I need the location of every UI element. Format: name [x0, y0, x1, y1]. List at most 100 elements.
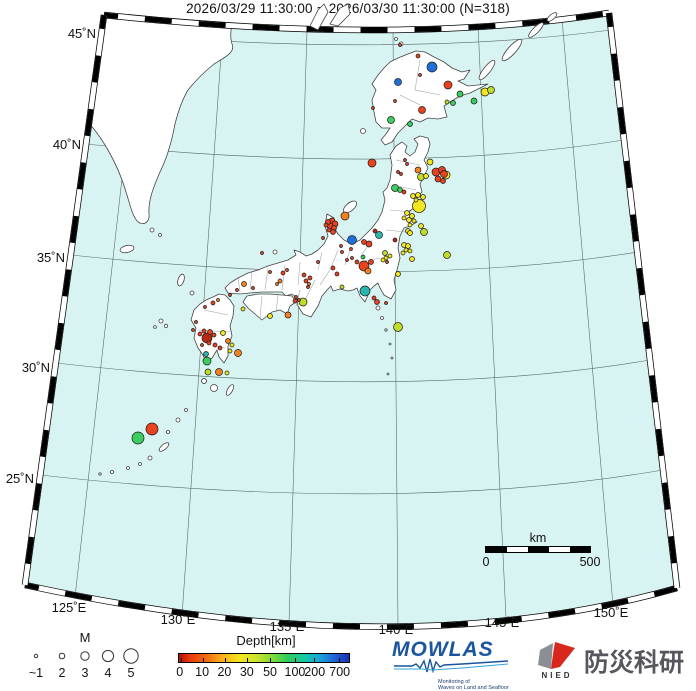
earthquake-dot	[201, 328, 207, 334]
depth-tick-label: 700	[329, 665, 351, 679]
depth-colorbar	[178, 653, 350, 663]
lat-label: 45˚N	[68, 26, 96, 41]
magnitude-size-label: ~1	[29, 666, 43, 680]
kuril-island	[546, 12, 558, 22]
nied-title: 防災科研	[584, 649, 685, 677]
tanegashima-island	[225, 384, 235, 396]
magnitude-size-circle	[101, 649, 115, 663]
magnitude-legend-circles: ~1 2 3 4 5	[29, 648, 139, 680]
depth-tick-label: 10	[195, 665, 210, 679]
depth-tickmark	[224, 658, 226, 662]
depth-tickmark	[269, 658, 271, 662]
earthquake-dot	[364, 267, 372, 275]
magnitude-legend: M ~1 2 3 4 5	[29, 630, 139, 680]
depth-tick-label: 0	[176, 665, 184, 679]
earthquake-dot	[191, 328, 195, 332]
earthquake-dot	[384, 301, 388, 305]
earthquake-dot	[400, 250, 406, 256]
earthquake-dot	[203, 351, 209, 357]
earthquake-dot	[418, 106, 426, 114]
earthquake-dot	[412, 199, 426, 213]
lat-label: 25˚N	[6, 471, 34, 486]
depth-tickmark	[180, 658, 182, 662]
earthquake-dot	[323, 222, 329, 228]
earthquake-dot	[225, 338, 231, 344]
earthquake-dot	[340, 211, 350, 221]
earthquake-dot	[396, 170, 400, 174]
earthquake-dot	[367, 158, 377, 168]
earthquake-dot	[404, 210, 410, 216]
earthquake-dot	[330, 229, 336, 235]
mowlas-caption: Monitoring of Waves on Land and Seafloor	[438, 679, 509, 691]
earthquake-dot	[375, 231, 383, 239]
earthquake-dot	[211, 332, 217, 338]
earthquake-dot	[411, 218, 417, 224]
mowlas-waveform-icon	[394, 658, 509, 674]
earthquake-dot	[217, 345, 223, 351]
magnitude-size-circle	[58, 652, 66, 660]
earthquake-dot	[201, 378, 207, 384]
earthquake-dot	[405, 162, 409, 166]
earthquake-dot	[206, 340, 212, 346]
earthquake-dot	[350, 256, 354, 260]
magnitude-size-label: 3	[82, 666, 89, 680]
earthquake-dot	[200, 343, 204, 347]
lon-label: 130˚E	[161, 612, 196, 627]
magnitude-size-circle	[123, 648, 139, 664]
earthquake-dot	[398, 43, 402, 47]
earthquake-dot	[393, 322, 403, 332]
lon-label: 140˚E	[379, 622, 414, 637]
earthquake-dot	[216, 298, 220, 302]
earthquake-dot	[194, 320, 198, 324]
kuril-island	[478, 59, 496, 81]
depth-tickmark	[202, 658, 204, 662]
jeju-island	[119, 244, 135, 254]
continent	[59, 13, 241, 224]
earthquake-dot	[407, 121, 413, 127]
earthquake-dot	[365, 240, 373, 248]
earthquake-dot	[399, 172, 403, 176]
earthquake-dot	[349, 247, 353, 251]
earthquake-dot	[316, 260, 320, 264]
earthquake-dot	[277, 278, 283, 284]
overlay-land	[309, 3, 558, 81]
earthquake-dot	[306, 285, 310, 289]
depth-tickmark	[294, 658, 296, 662]
earthquake-dot	[434, 175, 442, 183]
earthquake-dot	[403, 158, 407, 162]
magnitude-size-label: 2	[59, 666, 66, 680]
earthquake-dot	[210, 300, 216, 306]
earthquake-dot	[393, 99, 397, 103]
earthquake-dot	[407, 222, 413, 228]
earthquake-dot	[260, 251, 264, 255]
earthquake-dot	[347, 235, 357, 245]
earthquake-dot	[301, 272, 307, 278]
earthquake-dot	[401, 215, 407, 221]
earthquake-dot	[240, 306, 246, 312]
earthquake-dot	[294, 295, 298, 299]
depth-colorbar-ticks: 0 10 20 30 50 100 200 700	[176, 665, 351, 679]
earthquake-dot	[415, 192, 421, 198]
earthquake-dot	[361, 239, 367, 245]
earthquake-dot	[382, 250, 388, 256]
earthquake-dot	[298, 297, 308, 307]
sea	[25, 13, 677, 627]
kuril-island	[528, 22, 544, 38]
earthquake-dot	[307, 282, 311, 286]
earthquake-dot	[380, 257, 386, 263]
depth-tick-label: 50	[263, 665, 277, 679]
earthquake-dot	[267, 313, 273, 319]
nied-letters: NIED	[541, 671, 573, 680]
earthquake-dot	[407, 230, 413, 236]
scale-bar-unit: km	[530, 531, 547, 545]
yakushima-island	[210, 384, 218, 392]
earthquake-dot	[394, 78, 402, 86]
scale-bar-from: 0	[483, 555, 490, 569]
scale-bar-to: 500	[580, 555, 601, 569]
earthquake-dot	[292, 298, 298, 304]
depth-tick-label: 200	[304, 665, 326, 679]
magnitude-size-label: 5	[128, 666, 135, 680]
lon-label: 125˚E	[52, 600, 87, 615]
earthquake-dot	[284, 311, 292, 319]
earthquake-dot	[426, 158, 434, 166]
